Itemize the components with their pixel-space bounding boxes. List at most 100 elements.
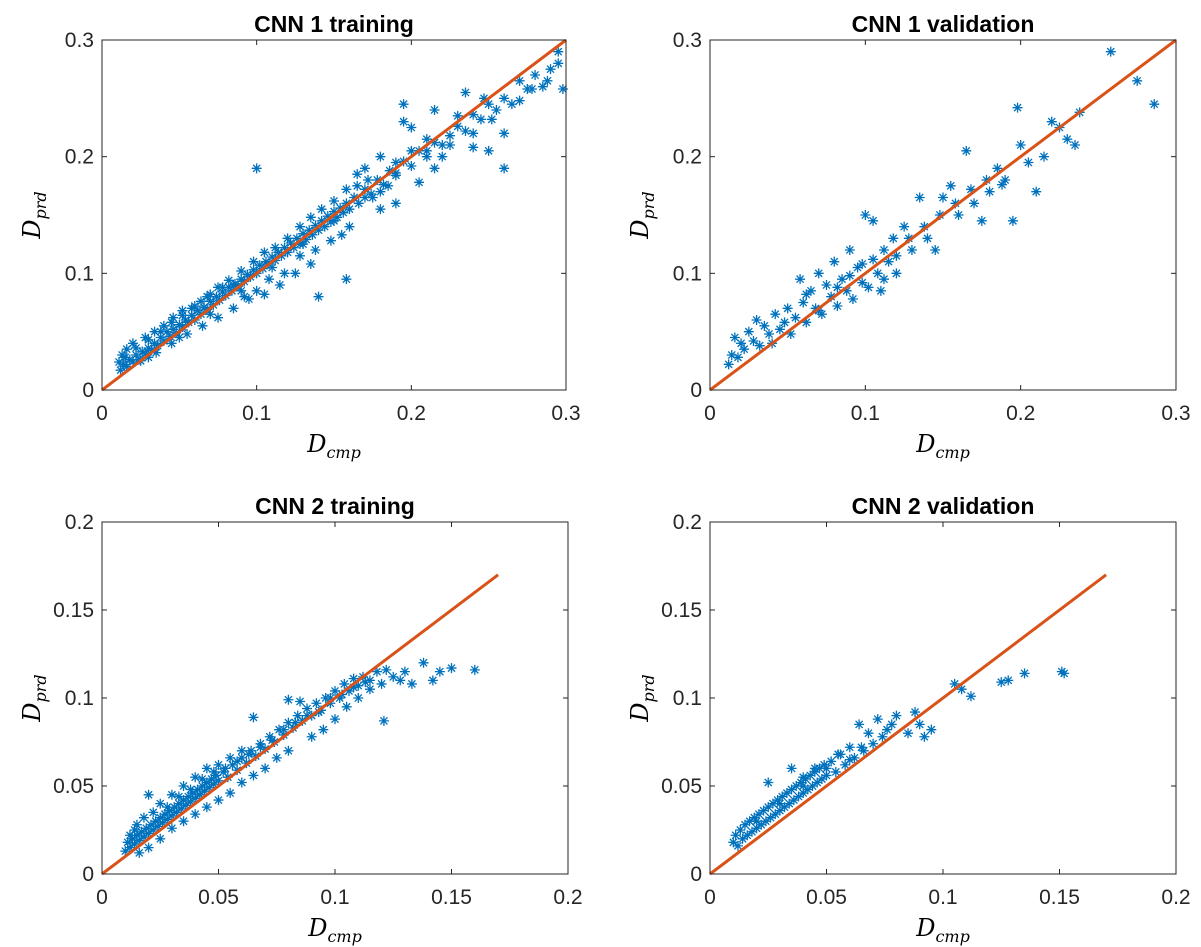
scatter-point <box>844 245 855 255</box>
scatter-point <box>863 728 874 739</box>
scatter-point <box>832 282 843 293</box>
y-tick-label: 0.2 <box>673 146 702 169</box>
scatter-point <box>437 140 448 150</box>
y-tick-label: 0.2 <box>673 511 702 534</box>
scatter-point <box>751 823 762 834</box>
scatter-point <box>131 819 142 830</box>
x-tick-label: 0.1 <box>242 402 271 425</box>
scatter-point <box>1023 157 1034 168</box>
scatter-point <box>919 731 930 742</box>
scatter-point <box>826 291 837 302</box>
y-tick-label: 0.15 <box>661 599 702 622</box>
scatter-point <box>1015 140 1026 150</box>
y-tick-label: 0.2 <box>65 511 94 534</box>
scatter-point <box>886 719 897 730</box>
scatter-point <box>255 742 266 753</box>
scatter-point <box>537 81 548 92</box>
scatter-point <box>813 268 824 279</box>
scatter-point <box>840 759 851 770</box>
x-tick-label: 0.15 <box>431 886 472 909</box>
x-tick-label: 0.15 <box>1039 886 1080 909</box>
scatter-point <box>770 309 781 320</box>
scatter-point <box>131 350 142 360</box>
scatter-point <box>398 99 409 110</box>
scatter-point <box>499 128 510 139</box>
scatter-point <box>949 678 960 689</box>
scatter-point <box>243 294 254 304</box>
scatter-series <box>120 657 480 858</box>
scatter-point <box>744 816 755 827</box>
scatter-point <box>390 168 401 178</box>
scatter-point <box>847 294 858 304</box>
y-tick-label: 0 <box>690 863 702 886</box>
scatter-point <box>161 326 172 337</box>
chart-title: CNN 2 training <box>255 493 415 519</box>
scatter-point <box>976 215 987 226</box>
scatter-point <box>553 58 564 69</box>
scatter-point <box>259 247 270 258</box>
scatter-series <box>723 46 1160 370</box>
scatter-point <box>406 145 417 156</box>
scatter-point <box>190 793 201 804</box>
scatter-point <box>336 229 347 240</box>
scatter-point <box>399 666 410 677</box>
scatter-point <box>148 825 159 835</box>
scatter-point <box>302 703 313 714</box>
scatter-point <box>774 798 785 809</box>
scatter-point <box>816 773 827 784</box>
scatter-point <box>378 715 389 726</box>
scatter-point <box>298 228 309 239</box>
scatter-point <box>232 756 243 767</box>
scatter-point <box>143 828 154 839</box>
scatter-point <box>190 772 201 783</box>
scatter-point <box>801 317 812 328</box>
scatter-point <box>868 738 879 749</box>
scatter-point <box>159 809 170 820</box>
scatter-point <box>301 234 312 245</box>
scatter-point <box>177 322 188 332</box>
scatter-point <box>313 225 324 236</box>
scatter-point <box>205 309 216 320</box>
scatter-point <box>151 347 162 358</box>
scatter-point <box>298 239 309 250</box>
scatter-point <box>239 291 250 302</box>
reference-line <box>709 38 1177 392</box>
scatter-point <box>274 280 285 290</box>
scatter-point <box>228 280 239 290</box>
scatter-point <box>445 140 455 150</box>
scatter-point <box>984 186 995 197</box>
scatter-point <box>406 161 417 171</box>
x-tick-label: 0.05 <box>806 886 847 909</box>
scatter-point <box>173 791 184 802</box>
scatter-point <box>729 332 740 343</box>
scatter-point <box>749 812 760 823</box>
scatter-point <box>809 763 820 774</box>
scatter-point <box>434 666 445 677</box>
x-tick-label: 0.05 <box>198 886 239 909</box>
scatter-point <box>183 791 194 802</box>
x-tick-label: 0.3 <box>551 402 580 425</box>
scatter-point <box>236 285 247 296</box>
scatter-point <box>329 215 339 226</box>
scatter-point <box>452 121 463 132</box>
scatter-point <box>468 128 479 139</box>
scatter-point <box>857 259 868 269</box>
scatter-point <box>754 340 765 351</box>
scatter-point <box>174 332 185 343</box>
scatter-point <box>341 274 352 285</box>
scatter-point <box>774 324 785 335</box>
scatter-point <box>248 712 259 723</box>
scatter-point <box>251 285 262 296</box>
scatter-point <box>307 229 318 240</box>
scatter-point <box>483 99 494 110</box>
scatter-point <box>157 817 168 828</box>
x-tick-label: 0 <box>96 402 108 425</box>
scatter-point <box>176 803 187 814</box>
y-tick-label: 0.1 <box>673 687 702 710</box>
scatter-point <box>961 145 972 156</box>
scatter-point <box>856 742 867 753</box>
scatter-point <box>805 285 816 296</box>
scatter-point <box>187 788 198 799</box>
scatter-point <box>849 752 860 763</box>
scatter-point <box>798 297 809 308</box>
